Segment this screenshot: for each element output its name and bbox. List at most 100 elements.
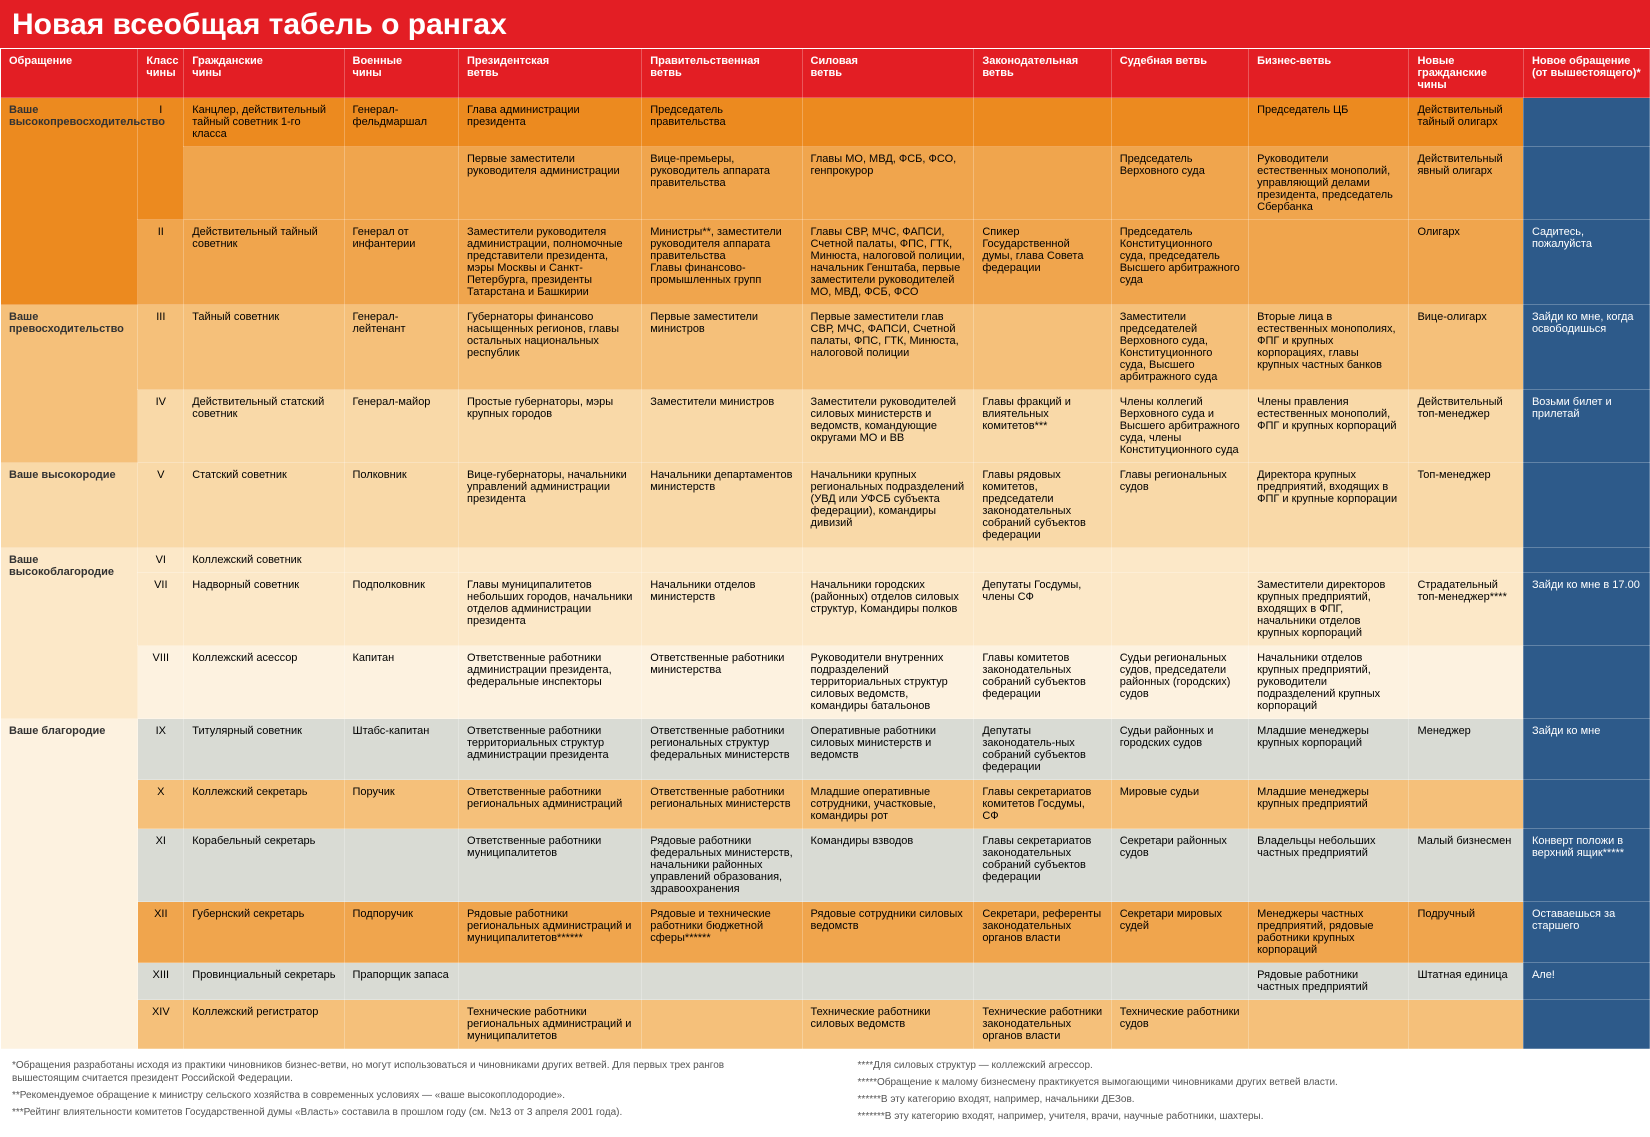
footnote: **Рекомендуемое обращение к министру сел… [12,1089,792,1102]
address-cell: Ваше превосходительство [1,305,138,463]
class-cell: II [138,220,184,305]
cell-mil [344,548,459,573]
cell-civil: Коллежский асессор [184,646,344,719]
rank-row: IIДействительный тайный советникГенерал … [1,220,1650,305]
class-cell: III [138,305,184,390]
class-cell: V [138,463,184,548]
cell-gov [642,1000,802,1049]
cell-leg: Главы фракций и влиятельных комитетов*** [974,390,1111,463]
cell-newciv: Действительный топ-менеджер [1409,390,1524,463]
cell-newciv: Действительный явный олигарх [1409,147,1524,220]
col-newciv: Новые гражданские чины [1409,49,1524,98]
col-pres: Президентская ветвь [459,49,642,98]
col-newaddr: Новое обращение (от вышестоящего)* [1523,49,1649,98]
cell-gov: Министры**, заместители руководителя апп… [642,220,802,305]
cell-jud: Мировые судьи [1111,780,1248,829]
cell-biz: Менеджеры частных предприятий, рядовые р… [1249,902,1409,963]
cell-biz: Младшие менеджеры крупных корпораций [1249,719,1409,780]
cell-jud: Судьи региональных судов, председатели р… [1111,646,1248,719]
cell-mil: Генерал-майор [344,390,459,463]
cell-newaddr: Оставаешься за старшего [1523,902,1649,963]
cell-newaddr [1523,780,1649,829]
class-cell: XIII [138,963,184,1000]
cell-biz [1249,548,1409,573]
cell-biz: Младшие менеджеры крупных предприятий [1249,780,1409,829]
cell-newaddr: Возьми билет и прилетай [1523,390,1649,463]
footnote: *******В эту категорию входят, например,… [858,1110,1638,1123]
class-cell: XIV [138,1000,184,1049]
address-cell: Ваше высокопревосходительство [1,98,138,305]
cell-power: Начальники городских (районных) отделов … [802,573,974,646]
cell-newciv: Менеджер [1409,719,1524,780]
cell-gov: Начальники департаментов министерств [642,463,802,548]
cell-power: Главы СВР, МЧС, ФАПСИ, Счетной палаты, Ф… [802,220,974,305]
col-jud: Судебная ветвь [1111,49,1248,98]
ranks-table: ОбращениеКласс чиныГражданские чиныВоенн… [0,48,1650,1049]
cell-jud: Судьи районных и городских судов [1111,719,1248,780]
cell-leg: Депутаты Госдумы, члены СФ [974,573,1111,646]
cell-civil: Коллежский секретарь [184,780,344,829]
cell-leg: Главы секретариатов комитетов Госдумы, С… [974,780,1111,829]
cell-jud: Главы региональных судов [1111,463,1248,548]
cell-newciv: Вице-олигарх [1409,305,1524,390]
cell-pres: Ответственные работники муниципалитетов [459,829,642,902]
cell-pres [459,963,642,1000]
cell-jud: Председатель Конституционного суда, пред… [1111,220,1248,305]
cell-leg: Главы секретариатов законодательных собр… [974,829,1111,902]
cell-newaddr: Зайди ко мне, когда освободишься [1523,305,1649,390]
address-cell: Ваше высокородие [1,463,138,548]
cell-biz: Директора крупных предприятий, входящих … [1249,463,1409,548]
cell-civil: Корабельный секретарь [184,829,344,902]
cell-power [802,98,974,147]
cell-civil: Коллежский советник [184,548,344,573]
cell-gov: Ответственные работники региональных мин… [642,780,802,829]
cell-jud: Заместители председателей Верховного суд… [1111,305,1248,390]
col-class: Класс чины [138,49,184,98]
cell-pres: Рядовые работники региональных администр… [459,902,642,963]
rank-row: Ваше высокоблагородиеVIКоллежский советн… [1,548,1650,573]
cell-pres [459,548,642,573]
cell-civil: Статский советник [184,463,344,548]
rank-row: XКоллежский секретарьПоручикОтветственны… [1,780,1650,829]
cell-newaddr: Зайди ко мне в 17.00 [1523,573,1649,646]
cell-power: Командиры взводов [802,829,974,902]
cell-leg [974,963,1111,1000]
cell-pres: Вице-губернаторы, начальники управлений … [459,463,642,548]
cell-gov: Ответственные работники министерства [642,646,802,719]
cell-pres: Глава администрации президента [459,98,642,147]
cell-jud [1111,98,1248,147]
rank-row: Ваше высокопревосходительствоIКанцлер, д… [1,98,1650,147]
cell-power: Руководители внутренних подразделений те… [802,646,974,719]
cell-civil: Провинциальный секретарь [184,963,344,1000]
cell-power: Первые заместители глав СВР, МЧС, ФАПСИ,… [802,305,974,390]
cell-biz: Члены правления естественных монополий, … [1249,390,1409,463]
cell-civil: Тайный советник [184,305,344,390]
cell-leg [974,98,1111,147]
footnotes: *Обращения разработаны исходя из практик… [0,1049,1650,1137]
cell-leg: Депутаты законодатель-ных собраний субъе… [974,719,1111,780]
cell-gov [642,963,802,1000]
cell-gov: Начальники отделов министерств [642,573,802,646]
rank-row: XIVКоллежский регистраторТехнические раб… [1,1000,1650,1049]
cell-power: Начальники крупных региональных подразде… [802,463,974,548]
cell-jud: Секретари мировых судей [1111,902,1248,963]
cell-gov: Ответственные работники региональных стр… [642,719,802,780]
cell-pres: Простые губернаторы, мэры крупных городо… [459,390,642,463]
header-row: ОбращениеКласс чиныГражданские чиныВоенн… [1,49,1650,98]
class-cell: VI [138,548,184,573]
cell-pres: Первые заместители руководителя админист… [459,147,642,220]
cell-newaddr [1523,646,1649,719]
cell-mil: Штабс-капитан [344,719,459,780]
cell-jud [1111,963,1248,1000]
cell-gov: Рядовые работники федеральных министерст… [642,829,802,902]
cell-newciv [1409,780,1524,829]
cell-civil: Действительный статский советник [184,390,344,463]
cell-leg [974,548,1111,573]
cell-mil: Генерал от инфантерии [344,220,459,305]
class-cell: IX [138,719,184,780]
col-addr: Обращение [1,49,138,98]
cell-newaddr: Але! [1523,963,1649,1000]
rank-row: Ваше благородиеIXТитулярный советникШтаб… [1,719,1650,780]
cell-newciv: Топ-менеджер [1409,463,1524,548]
cell-gov [642,548,802,573]
